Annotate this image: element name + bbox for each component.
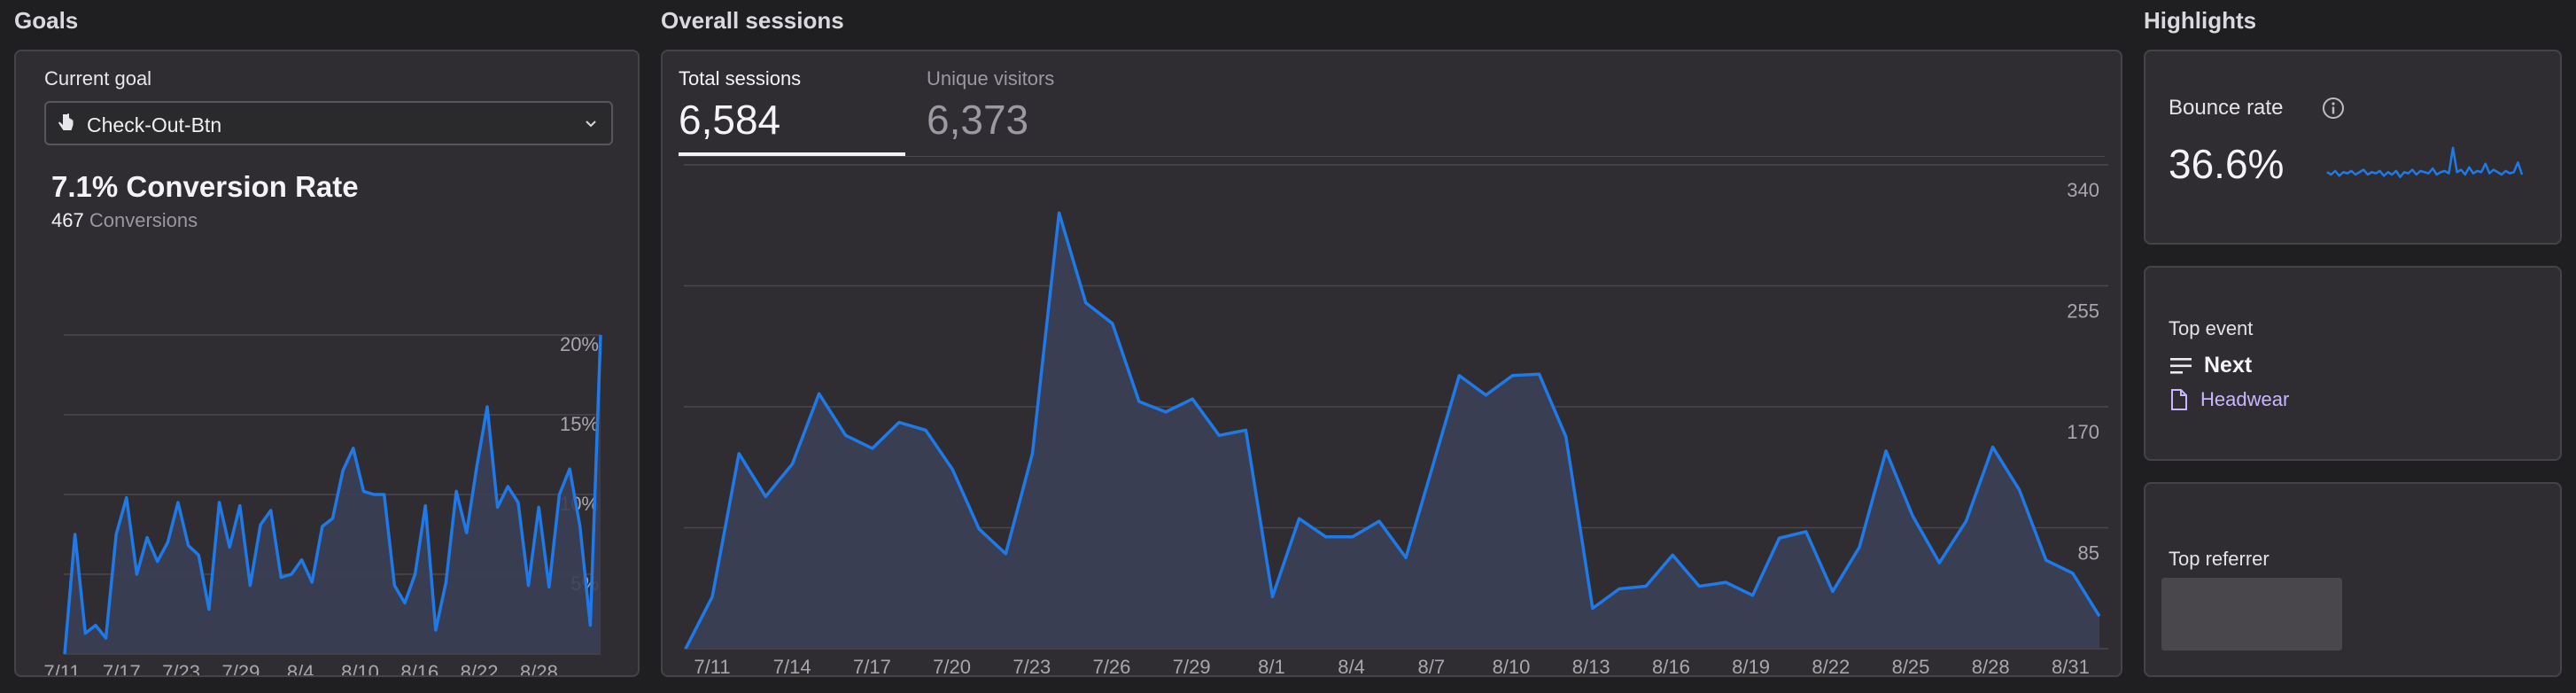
info-icon[interactable] (2321, 96, 2346, 121)
lines-icon (2170, 357, 2192, 374)
x-tick-label: 7/20 (933, 656, 971, 675)
goal-select[interactable]: Check-Out-Btn (44, 101, 613, 145)
active-tab-indicator (679, 152, 905, 156)
top-referrer-placeholder (2161, 578, 2342, 650)
x-tick-label: 8/10 (1493, 656, 1531, 675)
chevron-down-icon (586, 121, 596, 128)
x-tick-label: 7/29 (1173, 656, 1211, 675)
sparkline-line (2326, 146, 2524, 178)
goal-select-value: Check-Out-Btn (87, 113, 222, 136)
x-tick-label: 8/19 (1732, 656, 1770, 675)
x-tick-label: 8/10 (341, 661, 379, 675)
bounce-rate-value: 36.6% (2169, 141, 2285, 187)
y-tick-label: 85 (2078, 542, 2099, 565)
goals-card: Current goal Check-Out-Btn 7.1% Conversi… (14, 50, 640, 677)
x-tick-label: 8/16 (1652, 656, 1690, 675)
conversion-rate-chart: 20%15%10%5%7/117/177/237/298/48/108/168/… (43, 333, 602, 675)
x-tick-label: 8/25 (1892, 656, 1930, 675)
bounce-rate-sparkline (2326, 146, 2524, 178)
x-tick-label: 8/1 (1258, 656, 1285, 675)
x-tick-label: 8/4 (1338, 656, 1365, 675)
pointer-hand-icon (58, 113, 74, 130)
tab-unique-visitors-value: 6,373 (927, 97, 1029, 143)
conversions-count: 467 (51, 209, 84, 231)
y-tick-label: 340 (2067, 179, 2099, 201)
x-tick-label: 8/28 (1972, 656, 2010, 675)
top-event-page-link[interactable]: Headwear (2170, 388, 2289, 411)
tab-unique-visitors[interactable]: Unique visitors 6,373 (927, 67, 1054, 144)
sessions-section-title: Overall sessions (661, 7, 844, 34)
tab-divider (679, 156, 2105, 157)
x-tick-label: 8/13 (1572, 656, 1610, 675)
sessions-card: Total sessions 6,584 Unique visitors 6,3… (661, 50, 2122, 677)
tab-unique-visitors-label: Unique visitors (927, 67, 1055, 90)
x-tick-label: 8/22 (461, 661, 499, 675)
goals-section-title: Goals (14, 7, 79, 34)
y-tick-label: 15% (560, 413, 599, 435)
conversions-label: Conversions (89, 209, 198, 231)
top-event-page: Headwear (2200, 388, 2290, 410)
x-tick-label: 8/31 (2052, 656, 2090, 675)
x-tick-label: 8/28 (520, 661, 558, 675)
bounce-rate-title: Bounce rate (2169, 96, 2284, 120)
top-event-title: Top event (2169, 317, 2254, 339)
tab-total-sessions-value: 6,584 (679, 97, 781, 143)
series-line (63, 334, 602, 655)
x-tick-label: 7/14 (773, 656, 811, 675)
y-tick-label: 255 (2067, 300, 2099, 323)
current-goal-label: Current goal (44, 67, 152, 90)
x-tick-label: 7/29 (221, 661, 260, 675)
series-area (65, 335, 601, 654)
x-tick-label: 8/7 (1418, 656, 1446, 675)
y-tick-label: 170 (2067, 421, 2099, 443)
x-tick-label: 8/4 (287, 661, 314, 675)
top-event-card: Top event Next Headwear (2144, 266, 2562, 461)
conversion-rate-value: 7.1% Conversion Rate (51, 170, 359, 203)
highlights-section-title: Highlights (2144, 7, 2257, 34)
x-tick-label: 7/11 (694, 656, 730, 675)
bounce-rate-card: Bounce rate 36.6% (2144, 50, 2562, 245)
top-event-name: Next (2204, 353, 2253, 378)
top-referrer-title: Top referrer (2169, 548, 2270, 570)
series-line (684, 211, 2101, 650)
conversions-summary: 467 Conversions (51, 209, 198, 232)
tab-total-sessions[interactable]: Total sessions 6,584 (679, 67, 801, 144)
x-tick-label: 7/11 (43, 661, 80, 675)
top-event-item: Next (2170, 353, 2252, 378)
x-tick-label: 8/22 (1812, 656, 1850, 675)
y-tick-label: 20% (560, 333, 599, 355)
x-tick-label: 7/23 (1013, 656, 1051, 675)
x-tick-label: 7/23 (162, 661, 200, 675)
sessions-chart: 340 255 170 85 7/11 7/14 7/17 7/20 7/23 7/26 7/29 8… (684, 164, 2108, 675)
tab-total-sessions-label: Total sessions (679, 67, 802, 90)
x-tick-label: 7/17 (853, 656, 891, 675)
document-icon (2171, 389, 2187, 410)
x-tick-label: 7/26 (1093, 656, 1131, 675)
x-tick-label: 8/16 (400, 661, 438, 675)
x-tick-label: 7/17 (103, 661, 141, 675)
series-area (686, 213, 2099, 649)
top-referrer-card: Top referrer (2144, 482, 2562, 677)
